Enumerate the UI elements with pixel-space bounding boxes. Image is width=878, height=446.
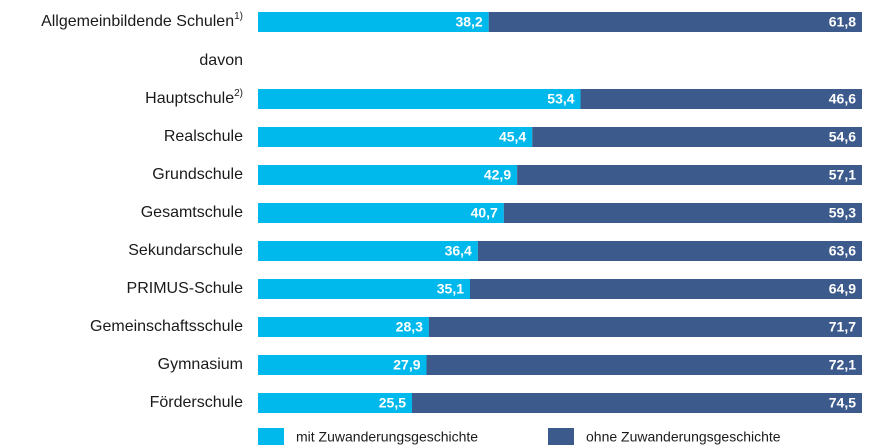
- value-label: 64,9: [829, 281, 856, 297]
- category-label: Realschule: [164, 128, 243, 145]
- bar-segment: [258, 317, 429, 337]
- category-label: Grundschule: [152, 166, 243, 183]
- value-label: 53,4: [547, 91, 574, 107]
- bar-segment: [258, 89, 581, 109]
- bar-segment: [532, 127, 862, 147]
- bar-segment: [258, 127, 533, 147]
- category-label: Sekundarschule: [128, 242, 243, 259]
- category-label: davon: [199, 52, 243, 69]
- bar-segment: [477, 241, 862, 261]
- value-label: 72,1: [829, 357, 856, 373]
- category-label: Hauptschule2): [145, 88, 243, 108]
- category-text: Allgemeinbildende Schulen: [41, 13, 234, 30]
- value-label: 71,7: [829, 319, 856, 335]
- category-label: Gesamtschule: [141, 204, 243, 221]
- bar-segment: [258, 241, 478, 261]
- value-label: 57,1: [829, 167, 856, 183]
- bar-segment: [258, 279, 471, 299]
- value-label: 46,6: [829, 91, 856, 107]
- value-label: 40,7: [471, 205, 498, 221]
- bar-segment: [258, 203, 504, 223]
- category-label: Gymnasium: [158, 356, 243, 373]
- bar-segment: [258, 12, 489, 32]
- legend-swatch: [548, 428, 574, 445]
- legend-label: mit Zuwanderungsgeschichte: [296, 429, 478, 445]
- category-label: Förderschule: [150, 394, 243, 411]
- category-text: Förderschule: [150, 394, 243, 411]
- category-text: Grundschule: [152, 166, 243, 183]
- bar-segment: [580, 89, 862, 109]
- category-text: Realschule: [164, 128, 243, 145]
- legend-label: ohne Zuwanderungsgeschichte: [586, 429, 781, 445]
- category-text: Gemeinschaftsschule: [90, 318, 243, 335]
- category-text: Gesamtschule: [141, 204, 243, 221]
- footnote-mark: 2): [234, 88, 243, 99]
- bar-segment: [470, 279, 862, 299]
- category-label: Allgemeinbildende Schulen1): [41, 11, 243, 31]
- value-label: 35,1: [437, 281, 464, 297]
- value-label: 59,3: [829, 205, 856, 221]
- category-text: davon: [199, 52, 243, 69]
- value-label: 61,8: [829, 14, 856, 30]
- value-label: 42,9: [484, 167, 511, 183]
- bar-segment: [258, 393, 413, 413]
- footnote-mark: 1): [234, 11, 243, 22]
- category-text: Hauptschule: [145, 90, 234, 107]
- value-label: 45,4: [499, 129, 526, 145]
- value-label: 54,6: [829, 129, 856, 145]
- value-label: 74,5: [829, 395, 856, 411]
- category-text: Gymnasium: [158, 356, 243, 373]
- value-label: 36,4: [445, 243, 472, 259]
- bar-segment: [258, 165, 518, 185]
- legend-swatch: [258, 428, 284, 445]
- category-text: PRIMUS-Schule: [127, 280, 244, 297]
- bar-segment: [412, 393, 862, 413]
- value-label: 63,6: [829, 243, 856, 259]
- bar-segment: [517, 165, 862, 185]
- category-label: PRIMUS-Schule: [127, 280, 244, 297]
- value-label: 38,2: [455, 14, 482, 30]
- value-label: 25,5: [379, 395, 406, 411]
- value-label: 27,9: [393, 357, 420, 373]
- value-label: 28,3: [396, 319, 423, 335]
- bar-segment: [488, 12, 862, 32]
- category-text: Sekundarschule: [128, 242, 243, 259]
- bar-segment: [503, 203, 862, 223]
- bar-segment: [426, 355, 862, 375]
- bar-segment: [428, 317, 862, 337]
- bar-segment: [258, 355, 427, 375]
- category-label: Gemeinschaftsschule: [90, 318, 243, 335]
